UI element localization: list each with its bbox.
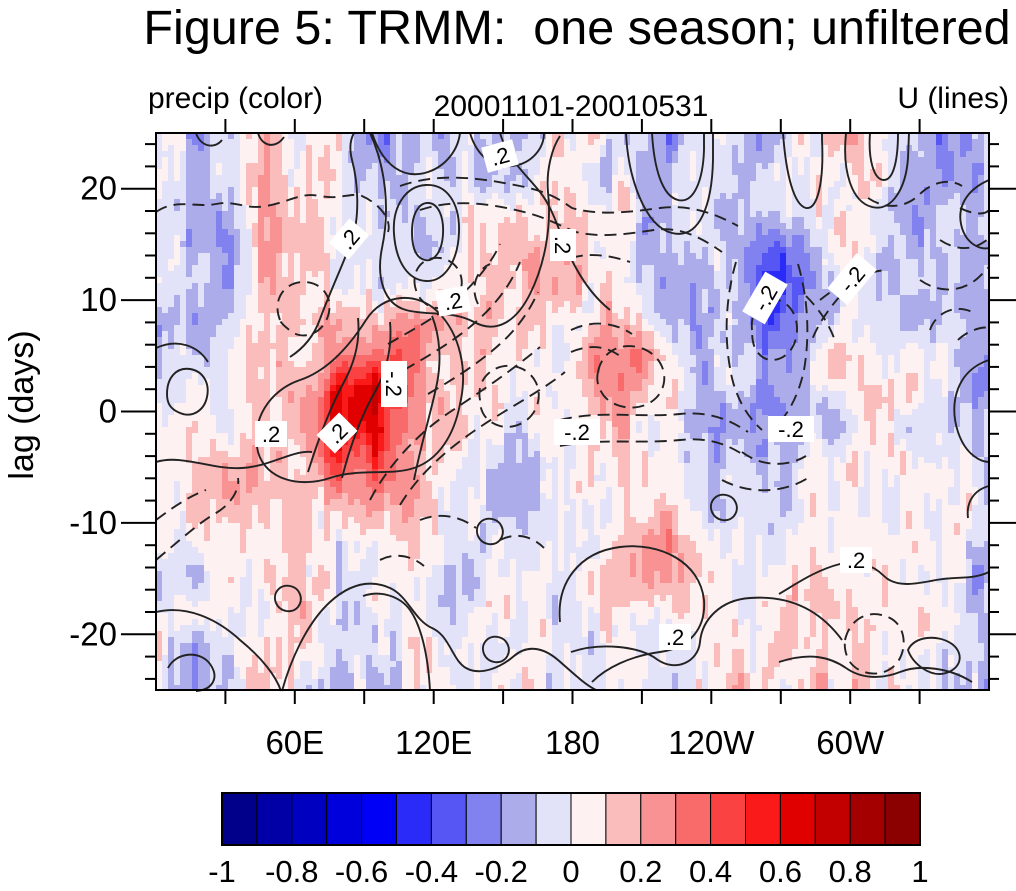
svg-text:-20: -20 (69, 615, 117, 652)
svg-text:-1: -1 (208, 854, 236, 889)
svg-text:-.2: -.2 (778, 417, 804, 442)
svg-text:-0.6: -0.6 (335, 854, 388, 889)
svg-text:0.2: 0.2 (619, 854, 662, 889)
svg-text:Figure 5: TRMM: one season; u: Figure 5: TRMM: one season; unfiltered (143, 1, 1010, 55)
svg-text:-.2: -.2 (381, 371, 406, 397)
svg-text:U (lines): U (lines) (897, 82, 1009, 115)
svg-text:-0.8: -0.8 (265, 854, 318, 889)
svg-text:-0.4: -0.4 (405, 854, 458, 889)
svg-text:-.2: -.2 (564, 420, 590, 445)
svg-text:0.8: 0.8 (829, 854, 872, 889)
svg-text:120E: 120E (395, 724, 472, 761)
svg-text:10: 10 (80, 281, 117, 318)
svg-text:120W: 120W (668, 724, 755, 761)
svg-text:20: 20 (80, 170, 117, 207)
svg-text:60E: 60E (265, 724, 324, 761)
svg-text:.2: .2 (262, 422, 280, 447)
svg-text:precip (color): precip (color) (148, 82, 323, 115)
svg-text:.2: .2 (442, 288, 464, 316)
svg-text:lag (days): lag (days) (3, 330, 41, 479)
svg-text:.2: .2 (847, 548, 865, 573)
svg-text:20001101-20010531: 20001101-20010531 (434, 90, 709, 123)
svg-text:60W: 60W (816, 724, 885, 761)
svg-text:-0.2: -0.2 (474, 854, 527, 889)
svg-text:0: 0 (99, 393, 117, 430)
svg-text:.2: .2 (666, 625, 684, 650)
svg-text:-10: -10 (69, 504, 117, 541)
svg-text:0.4: 0.4 (689, 854, 732, 889)
svg-text:0.6: 0.6 (759, 854, 802, 889)
svg-text:180: 180 (545, 724, 600, 761)
svg-text:1: 1 (911, 854, 928, 889)
svg-text:.2: .2 (550, 236, 575, 254)
svg-text:0: 0 (562, 854, 579, 889)
